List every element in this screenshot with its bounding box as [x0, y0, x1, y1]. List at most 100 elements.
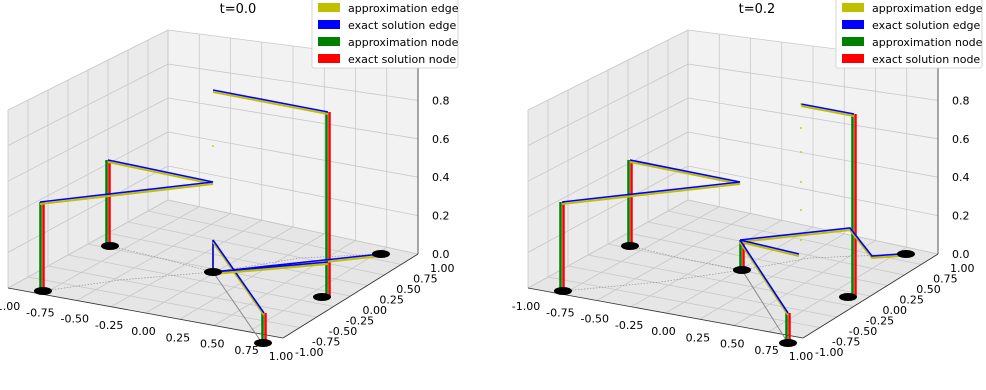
y-tick-label: 0.00 — [363, 304, 388, 317]
plot-data-right — [554, 103, 915, 347]
edge-mid-approx-edge — [739, 228, 901, 260]
base-a — [554, 287, 572, 295]
edge-top-exact-edge — [800, 103, 855, 115]
z-tick-label: 0.6 — [952, 133, 970, 146]
chart-title-left: t=0.0 — [220, 2, 257, 17]
base-f — [254, 339, 272, 347]
x-tick-label: 1.00 — [269, 350, 294, 363]
edge-zig-approx-edge — [39, 161, 214, 205]
x-tick-label: 0.75 — [754, 344, 779, 357]
y-tick-label: -0.25 — [866, 315, 894, 328]
backwall-gridline — [687, 165, 939, 216]
base-a — [34, 287, 52, 295]
y-tick-label: 0.50 — [916, 283, 941, 296]
z-tick-label: 0.6 — [432, 133, 450, 146]
x-tick-label: -1.00 — [0, 300, 20, 313]
x-tick-label: -0.75 — [26, 306, 54, 319]
edge-top-approx-edge — [800, 105, 855, 117]
y-tick-label: -0.75 — [832, 336, 860, 349]
legend-swatch — [318, 3, 340, 12]
base-c — [733, 266, 751, 274]
backwall-gridline — [167, 165, 419, 216]
legend-swatch — [842, 54, 864, 63]
x-tick-label: -0.75 — [546, 306, 574, 319]
x-tick-label: 0.25 — [166, 331, 191, 344]
x-tick-label: 0.50 — [720, 338, 745, 351]
floor-gridline — [699, 233, 845, 320]
plot-data-left — [34, 89, 390, 347]
y-tick-label: 1.00 — [950, 262, 975, 275]
backwall-gridline — [687, 131, 939, 178]
legend-swatch — [842, 20, 864, 29]
legend-swatch — [842, 37, 864, 46]
backwall-gridline — [167, 199, 419, 255]
axes-grid-right — [527, 29, 939, 339]
x-tick-label: -0.25 — [615, 319, 643, 332]
edge-zig-approx-edge — [561, 161, 741, 205]
z-tick-label: 0.8 — [952, 94, 970, 107]
y-tick-label: 0.75 — [413, 273, 438, 286]
legend-box — [835, 0, 983, 69]
edge-mid-exact-edge — [739, 227, 901, 257]
legend-swatch — [842, 3, 864, 12]
y-tick-label: -0.50 — [849, 325, 877, 338]
approx-dot — [800, 209, 802, 211]
base-d — [897, 250, 915, 258]
x-tick-label: -1.00 — [512, 300, 540, 313]
edge-zig-exact-edge — [561, 159, 741, 203]
y-axis-line — [802, 253, 939, 339]
z-tick-label: 0.4 — [432, 171, 450, 184]
tick-labels-right: -1.00 -0.75 -0.50 -0.25 0.00 0.25 0.50 0.75 1.00… — [512, 56, 975, 363]
base-b — [101, 242, 119, 250]
legend-label: exact solution edge — [348, 19, 456, 32]
legend-label: approximation node — [872, 36, 983, 49]
base-b — [621, 242, 639, 250]
approx-dot — [212, 145, 214, 147]
x-tick-label: -0.25 — [95, 319, 123, 332]
base-c — [204, 268, 222, 276]
floor-gridline — [179, 233, 325, 320]
edge-top-exact-edge — [212, 89, 329, 113]
legend-swatch — [318, 54, 340, 63]
x-tick-label: -0.50 — [581, 313, 609, 326]
x-tick-label: 0.50 — [200, 338, 225, 351]
legend-swatch — [318, 20, 340, 29]
legend-label: approximation edge — [348, 2, 459, 15]
x-tick-label: 1.00 — [789, 350, 814, 363]
x-tick-label: 0.00 — [651, 325, 676, 338]
x-tick-label: 0.25 — [686, 331, 711, 344]
base-d — [372, 250, 390, 258]
trace-floor — [109, 245, 214, 273]
legend-label: approximation edge — [872, 2, 983, 15]
y-axis-line — [282, 253, 419, 339]
floor-gridline — [127, 221, 385, 276]
edge-top-approx-edge — [212, 91, 329, 115]
approx-dot — [800, 127, 802, 129]
edge-down-approx-edge — [212, 241, 265, 316]
backwall-gridline — [167, 97, 419, 140]
edge-down-approx-edge — [739, 241, 789, 316]
legend-label: exact solution node — [872, 53, 980, 66]
y-tick-label: 0.00 — [883, 304, 908, 317]
x-axis-line — [7, 287, 284, 339]
x-axis-line — [527, 287, 804, 339]
base-e — [313, 293, 331, 301]
backwall-gridline — [687, 199, 939, 255]
edge-cross-approx-edge — [212, 263, 329, 275]
edge-down-exact-edge — [212, 239, 265, 314]
legend-box — [311, 0, 459, 69]
y-tick-label: 0.75 — [933, 273, 958, 286]
y-tick-label: -0.25 — [346, 315, 374, 328]
legend-label: exact solution edge — [872, 19, 980, 32]
chart-title-right: t=0.2 — [739, 2, 776, 17]
legend-right: approximation edge exact solution edge app… — [835, 0, 983, 69]
y-tick-label: 0.25 — [899, 294, 924, 307]
z-tick-label: 0.4 — [952, 171, 970, 184]
y-tick-label: 0.25 — [379, 294, 404, 307]
y-tick-label: 0.50 — [396, 283, 421, 296]
z-tick-label: 0.2 — [952, 210, 970, 223]
y-tick-label: -1.00 — [295, 346, 323, 359]
floor-gridline — [248, 246, 387, 333]
z-tick-label: 0.0 — [432, 248, 450, 261]
